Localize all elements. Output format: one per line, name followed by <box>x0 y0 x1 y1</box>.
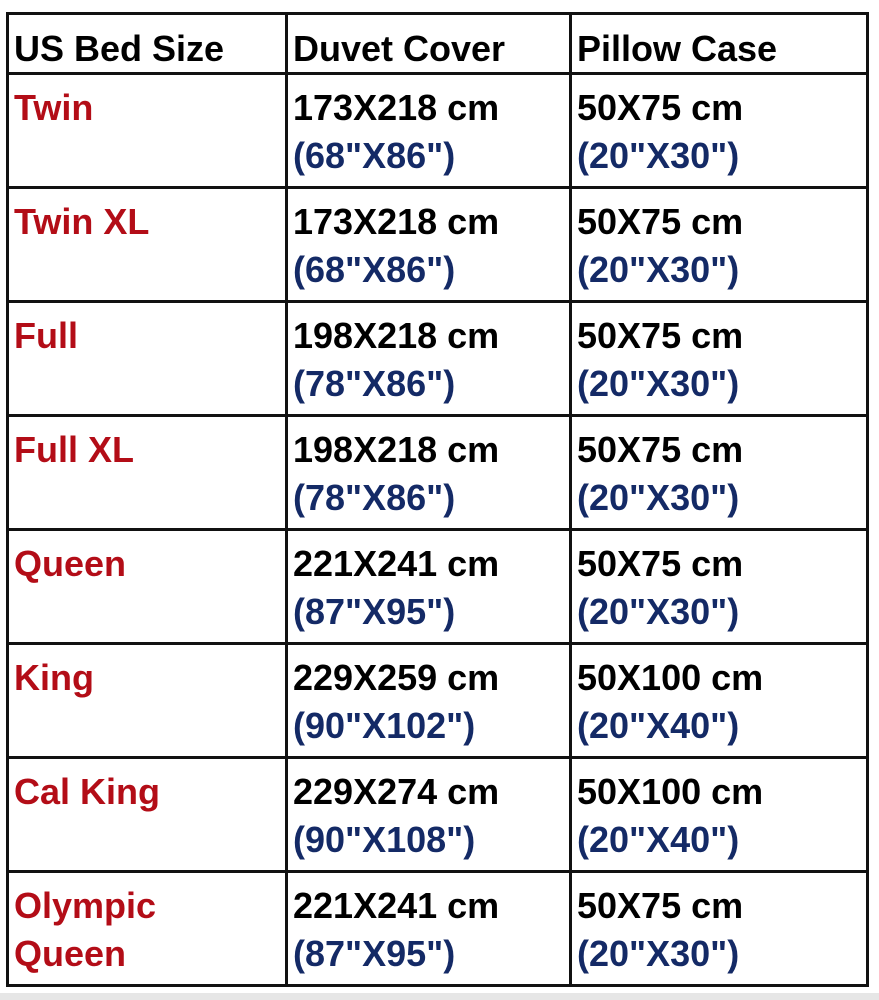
header-duvet-cover: Duvet Cover <box>285 12 572 75</box>
table-row: Twin 173X218 cm (68"X86") 50X75 cm (20"X30") <box>6 72 869 189</box>
duvet-inches: (90"X108") <box>293 819 476 860</box>
pillow-cm: 50X75 cm <box>577 885 744 926</box>
bed-size-table: US Bed Size Duvet Cover Pillow Case Twin… <box>6 12 869 987</box>
duvet-cover-cell: 198X218 cm (78"X86") <box>285 300 572 417</box>
duvet-inches: (78"X86") <box>293 363 456 404</box>
table-body: Twin 173X218 cm (68"X86") 50X75 cm (20"X30")… <box>6 72 869 987</box>
duvet-cover-cell: 221X241 cm (87"X95") <box>285 528 572 645</box>
pillow-case-cell: 50X75 cm (20"X30") <box>569 300 869 417</box>
pillow-cm: 50X100 cm <box>577 771 764 812</box>
duvet-cm: 173X218 cm <box>293 87 500 128</box>
duvet-cover-cell: 173X218 cm (68"X86") <box>285 72 572 189</box>
pillow-case-cell: 50X75 cm (20"X30") <box>569 72 869 189</box>
pillow-cm: 50X100 cm <box>577 657 764 698</box>
bed-size-cell: Queen <box>6 528 288 645</box>
table-row: Olympic Queen 221X241 cm (87"X95") 50X75 cm… <box>6 870 869 987</box>
header-pillow-case: Pillow Case <box>569 12 869 75</box>
bottom-strip <box>0 993 879 1000</box>
duvet-inches: (68"X86") <box>293 249 456 290</box>
bed-size-cell: Twin <box>6 72 288 189</box>
header-row: US Bed Size Duvet Cover Pillow Case <box>6 12 869 75</box>
duvet-inches: (87"X95") <box>293 591 456 632</box>
duvet-cm: 198X218 cm <box>293 315 500 356</box>
duvet-cm: 173X218 cm <box>293 201 500 242</box>
pillow-case-cell: 50X100 cm (20"X40") <box>569 756 869 873</box>
pillow-case-cell: 50X75 cm (20"X30") <box>569 870 869 987</box>
duvet-cm: 221X241 cm <box>293 543 500 584</box>
pillow-case-cell: 50X100 cm (20"X40") <box>569 642 869 759</box>
pillow-inches: (20"X30") <box>577 477 740 518</box>
pillow-case-cell: 50X75 cm (20"X30") <box>569 186 869 303</box>
bed-size-label: Queen <box>14 543 127 584</box>
bed-size-label: Twin XL <box>14 201 150 242</box>
pillow-case-cell: 50X75 cm (20"X30") <box>569 414 869 531</box>
duvet-inches: (78"X86") <box>293 477 456 518</box>
table-row: Cal King 229X274 cm (90"X108") 50X100 cm (20… <box>6 756 869 873</box>
pillow-inches: (20"X30") <box>577 363 740 404</box>
duvet-inches: (87"X95") <box>293 933 456 974</box>
table-row: King 229X259 cm (90"X102") 50X100 cm (20"X40… <box>6 642 869 759</box>
duvet-cm: 229X259 cm <box>293 657 500 698</box>
duvet-inches: (68"X86") <box>293 135 456 176</box>
header-us-bed-size: US Bed Size <box>6 12 288 75</box>
duvet-cm: 221X241 cm <box>293 885 500 926</box>
pillow-cm: 50X75 cm <box>577 543 744 584</box>
pillow-inches: (20"X30") <box>577 249 740 290</box>
bed-size-cell: Twin XL <box>6 186 288 303</box>
duvet-cover-cell: 229X259 cm (90"X102") <box>285 642 572 759</box>
table-row: Full 198X218 cm (78"X86") 50X75 cm (20"X30") <box>6 300 869 417</box>
pillow-cm: 50X75 cm <box>577 201 744 242</box>
pillow-cm: 50X75 cm <box>577 429 744 470</box>
duvet-cover-cell: 173X218 cm (68"X86") <box>285 186 572 303</box>
bed-size-label: King <box>14 657 94 698</box>
bed-size-label: Twin <box>14 87 94 128</box>
pillow-inches: (20"X30") <box>577 933 740 974</box>
pillow-cm: 50X75 cm <box>577 87 744 128</box>
pillow-inches: (20"X30") <box>577 591 740 632</box>
duvet-inches: (90"X102") <box>293 705 476 746</box>
pillow-inches: (20"X30") <box>577 135 740 176</box>
pillow-inches: (20"X40") <box>577 705 740 746</box>
duvet-cm: 229X274 cm <box>293 771 500 812</box>
bed-size-label: Full <box>14 315 78 356</box>
bed-size-label: Full XL <box>14 429 134 470</box>
duvet-cover-cell: 198X218 cm (78"X86") <box>285 414 572 531</box>
duvet-cm: 198X218 cm <box>293 429 500 470</box>
duvet-cover-cell: 229X274 cm (90"X108") <box>285 756 572 873</box>
bed-size-cell: King <box>6 642 288 759</box>
bed-size-label: Olympic Queen <box>14 885 157 974</box>
table-row: Queen 221X241 cm (87"X95") 50X75 cm (20"X30"… <box>6 528 869 645</box>
table-row: Full XL 198X218 cm (78"X86") 50X75 cm (20"X3… <box>6 414 869 531</box>
bed-size-cell: Full XL <box>6 414 288 531</box>
bed-size-cell: Full <box>6 300 288 417</box>
duvet-cover-cell: 221X241 cm (87"X95") <box>285 870 572 987</box>
bed-size-label: Cal King <box>14 771 161 812</box>
bed-size-cell: Olympic Queen <box>6 870 288 987</box>
bed-size-cell: Cal King <box>6 756 288 873</box>
pillow-case-cell: 50X75 cm (20"X30") <box>569 528 869 645</box>
table-row: Twin XL 173X218 cm (68"X86") 50X75 cm (20"X3… <box>6 186 869 303</box>
pillow-cm: 50X75 cm <box>577 315 744 356</box>
pillow-inches: (20"X40") <box>577 819 740 860</box>
